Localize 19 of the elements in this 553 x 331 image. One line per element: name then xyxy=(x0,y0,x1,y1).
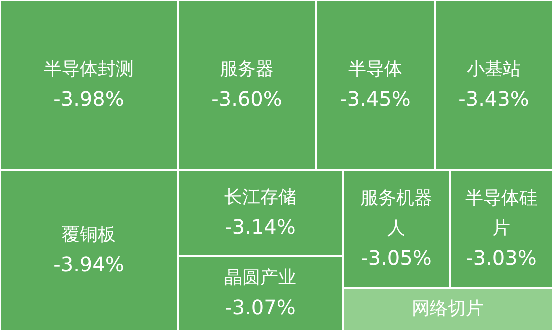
data-label: -3.45% xyxy=(340,87,411,111)
data-label: -3.07% xyxy=(225,296,296,320)
data-label: -3.98% xyxy=(54,87,124,111)
category-label: 半导体 xyxy=(348,59,402,80)
category-label: 晶圆产业 xyxy=(224,268,296,288)
category-label: 服务器 xyxy=(220,59,274,80)
category-label: 长江存储 xyxy=(224,187,296,208)
data-label: -3.94% xyxy=(54,252,124,276)
data-label: -3.05% xyxy=(361,246,432,270)
category-label: 服务机器人 xyxy=(360,188,432,239)
data-label: -3.14% xyxy=(225,215,296,239)
category-label: 网络切片 xyxy=(412,298,484,320)
category-label: 半导体封测 xyxy=(44,59,134,80)
data-label: -3.60% xyxy=(212,87,282,111)
category-label: 小基站 xyxy=(467,59,521,80)
data-label: -3.03% xyxy=(466,246,537,270)
data-label: -3.43% xyxy=(458,87,530,111)
category-label: 半导体硅片 xyxy=(466,188,538,239)
category-label: 覆铜板 xyxy=(62,224,116,246)
